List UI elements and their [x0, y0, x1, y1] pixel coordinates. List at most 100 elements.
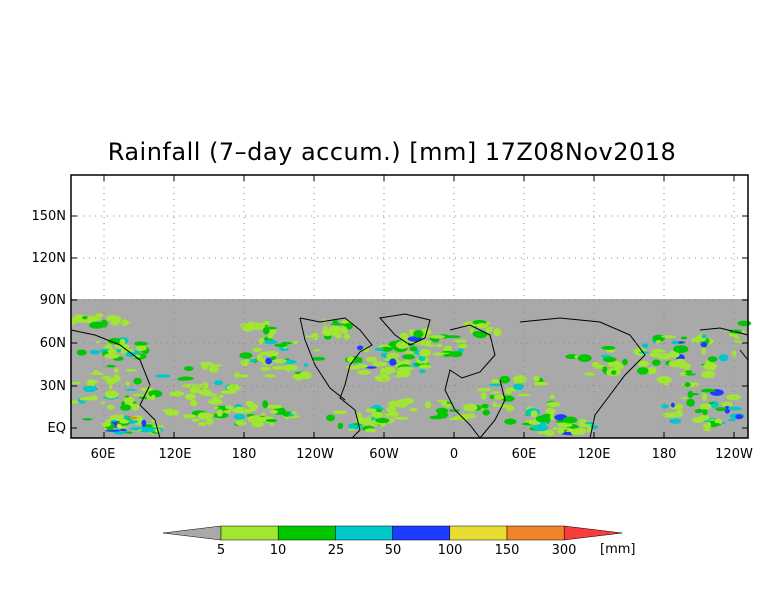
rainfall-patch [491, 378, 500, 385]
colorbar-box [392, 525, 451, 541]
rainfall-patch [272, 358, 287, 364]
rainfall-patch [235, 419, 247, 426]
rainfall-patch [125, 381, 131, 386]
rainfall-patch [361, 347, 370, 353]
rainfall-patch [261, 412, 266, 416]
rainfall-patch [89, 321, 105, 329]
alaska-east-coast [739, 349, 749, 361]
rainfall-patch [108, 384, 113, 390]
rainfall-patch [611, 370, 617, 375]
rainfall-patch [372, 361, 387, 367]
rainfall-patch [199, 362, 214, 366]
rainfall-patch [371, 411, 384, 418]
rainfall-patch [436, 399, 447, 403]
rainfall-patch [374, 347, 384, 351]
y-label-90n: 90N [39, 293, 66, 308]
rainfall-blobs [69, 313, 752, 437]
y-label-eq: EQ [47, 421, 66, 436]
rainfall-patch [544, 429, 555, 437]
rainfall-patch [687, 390, 694, 399]
rainfall-patch [189, 387, 201, 394]
upper-blank-area [71, 175, 748, 299]
rainfall-patch [401, 354, 416, 360]
rainfall-patch [453, 339, 468, 344]
rainfall-patch [94, 341, 101, 344]
rainfall-patch [709, 364, 716, 371]
rainfall-patch [419, 369, 426, 373]
rainfall-patch [198, 422, 208, 427]
rainfall-patch [395, 402, 408, 408]
rainfall-patch [337, 422, 344, 429]
rainfall-patch [555, 420, 566, 423]
rainfall-patch [692, 417, 704, 424]
rainfall-patch [404, 351, 415, 354]
rainfall-patch [124, 395, 130, 398]
rainfall-patch [76, 349, 87, 356]
rainfall-patch [419, 364, 432, 369]
rainfall-patch [291, 375, 303, 378]
rainfall-patch [429, 415, 445, 420]
rainfall-patch [386, 352, 400, 359]
rainfall-patch [148, 390, 163, 398]
gridlines [71, 175, 748, 438]
rainfall-patch [639, 351, 649, 354]
rainfall-patch [206, 417, 214, 425]
rainfall-patch [702, 408, 708, 416]
rainfall-patch [299, 371, 312, 380]
rainfall-patch [489, 383, 503, 387]
greenland-coast [379, 313, 431, 346]
rainfall-patch [532, 424, 549, 432]
rainfall-patch [463, 403, 478, 412]
rainfall-patch [265, 357, 272, 365]
rainfall-patch [700, 342, 708, 348]
rainfall-patch [214, 380, 224, 386]
rainfall-patch [512, 375, 528, 384]
rainfall-patch [435, 407, 448, 414]
x-label-180-2: 180 [651, 447, 677, 462]
rainfall-patch [364, 428, 377, 433]
rainfall-patch [424, 401, 432, 409]
rainfall-patch [107, 404, 115, 410]
rainfall-patch [201, 382, 209, 390]
rainfall-patch [113, 368, 119, 373]
rainfall-patch [105, 377, 117, 385]
rainfall-patch [699, 403, 712, 410]
rainfall-patch [271, 365, 288, 370]
rainfall-patch [216, 409, 223, 417]
rainfall-patch [87, 380, 99, 383]
colorbar-label-50: 50 [384, 543, 402, 558]
rainfall-patch [219, 394, 224, 399]
rainfall-patch [169, 390, 185, 397]
rainfall-patch [104, 345, 113, 348]
rainfall-patch [133, 377, 142, 385]
rainfall-patch [505, 388, 512, 395]
rainfall-patch [242, 408, 253, 414]
rainfall-patch [675, 409, 683, 418]
rainfall-patch [357, 357, 363, 363]
colorbar-label-10: 10 [269, 543, 287, 558]
rainfall-patch [718, 354, 729, 362]
colorbar-box [220, 525, 279, 541]
rainfall-patch [425, 344, 436, 348]
rainfall-patch [637, 367, 649, 375]
rainfall-patch [489, 394, 495, 400]
axis-ticks [71, 175, 748, 438]
rainfall-patch [290, 340, 299, 345]
rainfall-patch [549, 394, 556, 400]
alaska-coast [699, 327, 749, 336]
rainfall-patch [332, 410, 348, 415]
rainfall-patch [442, 404, 449, 407]
colorbar-label-25: 25 [327, 543, 345, 558]
rainfall-patch [90, 372, 106, 376]
rainfall-patch [141, 419, 147, 427]
africa-east-coast [479, 379, 506, 439]
rainfall-patch [311, 349, 321, 352]
rainfall-patch [528, 421, 541, 425]
rainfall-patch [225, 405, 234, 410]
y-label-30n: 30N [39, 379, 66, 394]
rainfall-patch [418, 355, 426, 362]
rainfall-patch [119, 428, 127, 432]
rainfall-patch [266, 326, 277, 330]
rainfall-patch [457, 344, 468, 349]
